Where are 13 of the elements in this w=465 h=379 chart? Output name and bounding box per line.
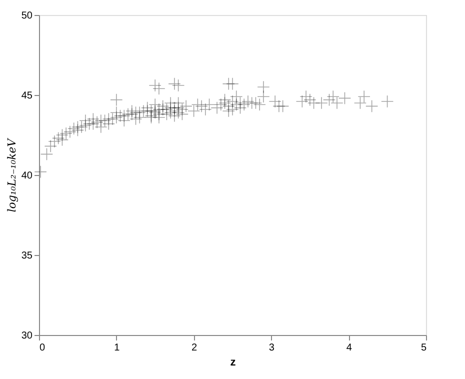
y-axis-title: log₁₀L₂₋₁₀keV bbox=[5, 138, 18, 212]
y-tick-label: 40 bbox=[21, 170, 33, 182]
x-tick-label: 2 bbox=[192, 342, 198, 354]
x-tick-label: 1 bbox=[114, 342, 120, 354]
x-tick-label: 5 bbox=[420, 342, 427, 354]
x-tick-label: 4 bbox=[346, 342, 352, 354]
x-tick-label: 0 bbox=[40, 342, 46, 354]
y-tick-label: 50 bbox=[21, 10, 33, 22]
y-tick-label: 45 bbox=[21, 90, 33, 102]
x-axis-title: z bbox=[230, 356, 236, 368]
y-tick-label: 30 bbox=[21, 330, 33, 342]
x-tick-label: 3 bbox=[268, 342, 275, 354]
y-tick-label: 35 bbox=[21, 250, 33, 262]
